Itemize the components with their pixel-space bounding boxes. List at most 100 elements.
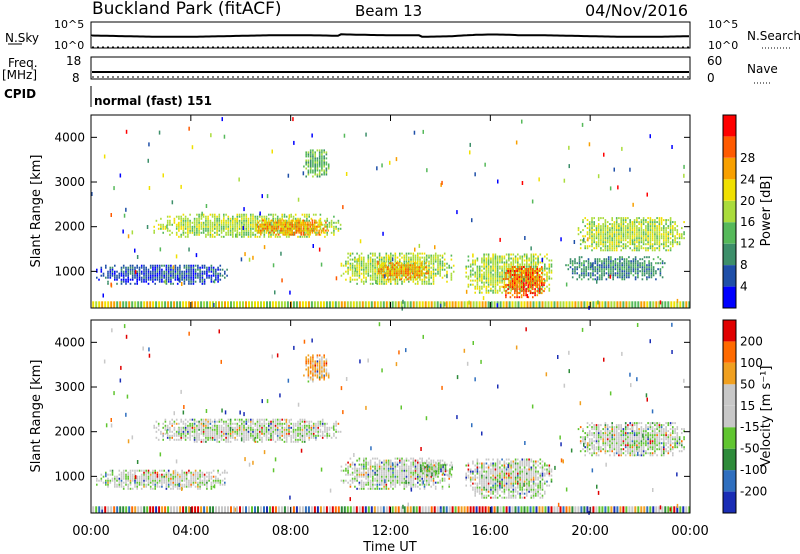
heatmap-cell [283, 215, 286, 218]
heatmap-cell [494, 271, 497, 274]
heatmap-cell [448, 506, 451, 513]
heatmap-cell [292, 225, 295, 228]
heatmap-cell [161, 280, 163, 283]
heatmap-cell [376, 282, 379, 285]
heatmap-cell [261, 227, 263, 230]
heatmap-cell [176, 301, 179, 308]
heatmap-cell [483, 285, 485, 288]
heatmap-cell [312, 175, 314, 178]
heatmap-cell [149, 471, 152, 474]
heatmap-cell [514, 267, 517, 270]
heatmap-cell [624, 235, 627, 238]
heatmap-cell [496, 265, 499, 268]
heatmap-cell [259, 215, 261, 218]
heatmap-cell [200, 430, 203, 433]
heatmap-cell [354, 278, 356, 281]
heatmap-cell [651, 219, 654, 222]
heatmap-cell [613, 229, 616, 232]
heatmap-cell [667, 225, 670, 228]
heatmap-cell [641, 274, 644, 277]
heatmap-cell [164, 225, 167, 228]
heatmap-cell [190, 280, 192, 283]
heatmap-cell [535, 506, 538, 513]
heatmap-cell [394, 252, 397, 255]
heatmap-cell [227, 217, 230, 220]
heatmap-cell [281, 221, 283, 224]
heatmap-cell [261, 219, 263, 222]
freq-label: Freq. [8, 56, 38, 70]
heatmap-cell [122, 471, 125, 474]
heatmap-cell [583, 262, 585, 265]
heatmap-cell [192, 270, 195, 273]
heatmap-cell [175, 215, 178, 218]
heatmap-cell [365, 272, 367, 275]
heatmap-cell [593, 247, 595, 250]
heatmap-cell [307, 165, 310, 168]
heatmap-cell [307, 223, 309, 226]
heatmap-cell [374, 268, 376, 271]
heatmap-cell [651, 223, 654, 226]
heatmap-cell [408, 276, 410, 279]
heatmap-cell [358, 268, 361, 271]
heatmap-cell [624, 245, 627, 248]
heatmap-cell [203, 483, 206, 486]
heatmap-cell [658, 243, 661, 246]
heatmap-cell [669, 237, 672, 240]
heatmap-cell [627, 227, 629, 230]
heatmap-cell [188, 272, 190, 275]
heatmap-cell [224, 483, 226, 486]
heatmap-cell [423, 278, 426, 281]
heatmap-cell [408, 256, 410, 259]
heatmap-cell [595, 225, 598, 228]
heatmap-cell [391, 264, 394, 267]
heatmap-cell [615, 241, 618, 244]
heatmap-cell [649, 219, 652, 222]
heatmap-speck [401, 306, 403, 311]
heatmap-cell [598, 278, 601, 281]
heatmap-cell [652, 270, 655, 273]
heatmap-cell [323, 173, 325, 176]
heatmap-cell [175, 227, 178, 230]
heatmap-cell [190, 475, 192, 478]
heatmap-cell [282, 227, 284, 230]
heatmap-cell [523, 270, 525, 272]
heatmap-cell [118, 473, 121, 476]
heatmap-cell [624, 221, 627, 224]
heatmap-cell [641, 268, 644, 271]
heatmap-cell [120, 280, 123, 283]
heatmap-speck [422, 129, 424, 134]
heatmap-cell [247, 233, 250, 236]
heatmap-cell [613, 243, 616, 246]
heatmap-cell [501, 277, 503, 280]
heatmap-cell [496, 267, 499, 270]
heatmap-cell [638, 229, 640, 232]
heatmap-cell [363, 276, 365, 279]
heatmap-cell [396, 256, 399, 259]
heatmap-cell [612, 278, 614, 281]
heatmap-cell [417, 264, 419, 267]
heatmap-cell [185, 477, 188, 480]
heatmap-cell [299, 219, 301, 222]
heatmap-cell [600, 237, 602, 240]
heatmap-cell [217, 477, 219, 480]
heatmap-cell [245, 219, 248, 222]
heatmap-cell [147, 268, 150, 271]
heatmap-cell [92, 506, 95, 513]
heatmap-cell [490, 301, 493, 308]
heatmap-cell [314, 153, 316, 156]
heatmap-cell [285, 231, 288, 234]
heatmap-cell [512, 275, 515, 278]
heatmap-cell [494, 277, 497, 280]
heatmap-cell [109, 469, 112, 472]
heatmap-cell [499, 255, 501, 258]
heatmap-cell [208, 276, 210, 279]
heatmap-cell [432, 256, 435, 259]
heatmap-cell [628, 301, 631, 308]
heatmap-cell [407, 270, 409, 273]
heatmap-cell [304, 221, 307, 224]
heatmap-cell [385, 280, 388, 283]
heatmap-cell [434, 272, 437, 275]
heatmap-cell [574, 266, 576, 269]
heatmap-cell [399, 276, 401, 279]
heatmap-cell [634, 272, 637, 275]
